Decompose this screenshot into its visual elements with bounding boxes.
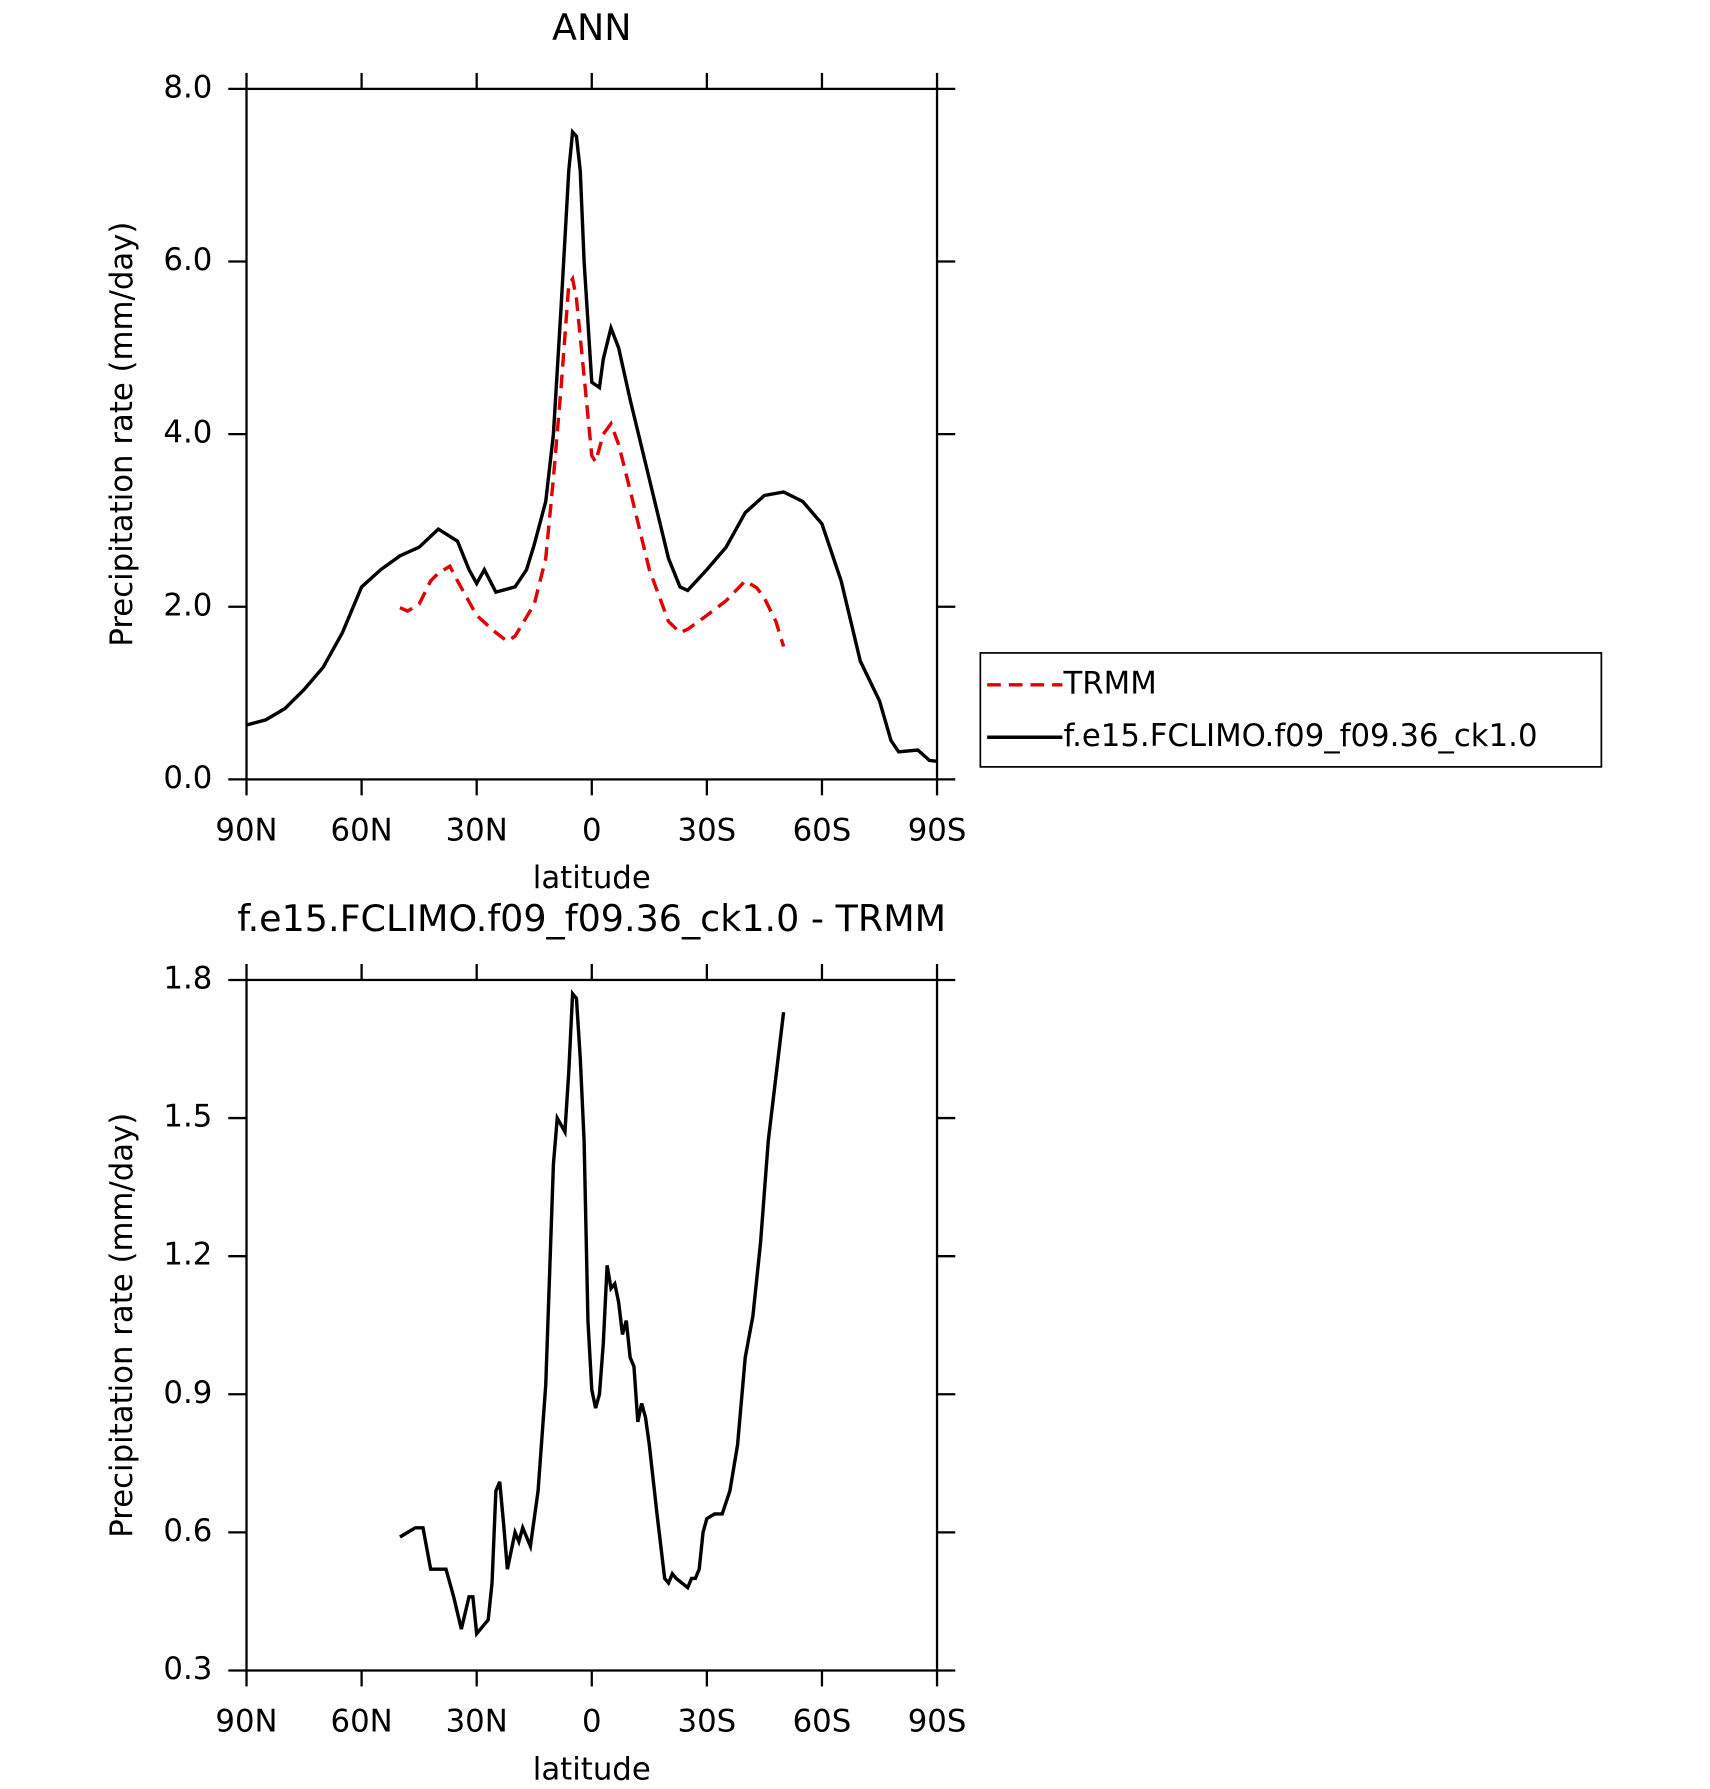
x-tick-label: 90S <box>908 812 967 848</box>
y-axis-label: Precipitation rate (mm/day) <box>104 1113 140 1538</box>
x-tick-label: 0 <box>582 1703 602 1739</box>
y-tick-label: 1.5 <box>163 1099 212 1135</box>
y-tick-label: 2.0 <box>163 587 212 623</box>
chart-title: f.e15.FCLIMO.f09_f09.36_ck1.0 - TRMM <box>237 897 946 940</box>
x-tick-label: 60S <box>793 1703 852 1739</box>
y-tick-label: 1.2 <box>163 1237 212 1273</box>
y-tick-label: 0.6 <box>163 1513 212 1549</box>
x-tick-label: 60N <box>331 1703 393 1739</box>
x-tick-label: 30S <box>678 812 737 848</box>
x-tick-label: 90N <box>215 812 277 848</box>
x-tick-label: 90N <box>215 1703 277 1739</box>
legend-label: f.e15.FCLIMO.f09_f09.36_ck1.0 <box>1064 718 1538 754</box>
plot-frame <box>245 978 939 1672</box>
data-line <box>399 274 786 647</box>
plot-frame <box>245 87 939 781</box>
chart-title: ANN <box>552 6 631 49</box>
x-tick-label: 90S <box>908 1703 967 1739</box>
x-axis-label: latitude <box>533 1751 651 1787</box>
legend-box <box>979 652 1603 768</box>
legend-label: TRMM <box>1063 665 1157 701</box>
x-tick-label: 30N <box>446 1703 508 1739</box>
x-tick-label: 30S <box>678 1703 737 1739</box>
x-tick-label: 60S <box>793 812 852 848</box>
y-tick-label: 0.3 <box>163 1651 212 1687</box>
y-axis-label: Precipitation rate (mm/day) <box>104 222 140 647</box>
data-line <box>246 127 938 763</box>
y-tick-label: 4.0 <box>163 415 212 451</box>
y-tick-label: 8.0 <box>163 69 212 105</box>
x-tick-label: 60N <box>331 812 393 848</box>
y-tick-label: 0.0 <box>163 760 212 796</box>
data-line <box>399 989 786 1638</box>
x-tick-label: 30N <box>446 812 508 848</box>
y-tick-label: 0.9 <box>163 1375 212 1411</box>
y-tick-label: 6.0 <box>163 242 212 278</box>
y-tick-label: 1.8 <box>163 960 212 996</box>
x-axis-label: latitude <box>533 860 651 896</box>
x-tick-label: 0 <box>582 812 602 848</box>
